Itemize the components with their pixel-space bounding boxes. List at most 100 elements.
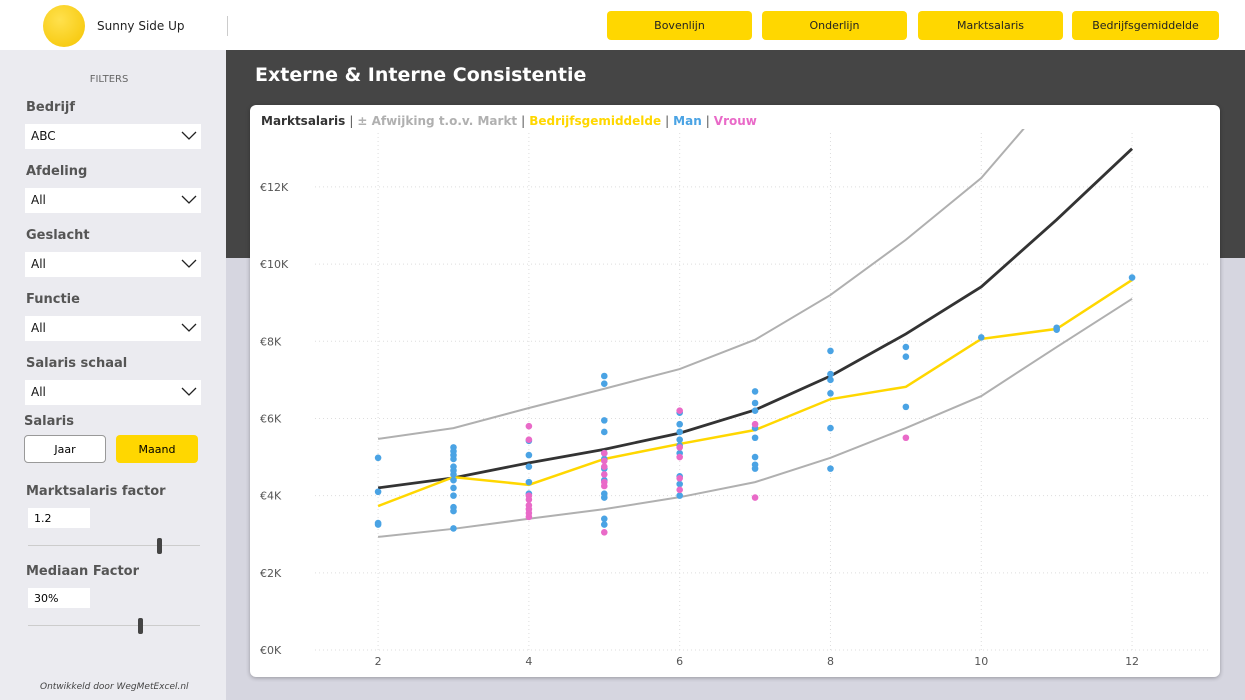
scatter-point [902,403,910,411]
scatter-point [827,465,834,472]
chart: €0K €2K €4K €6K €8K €10K €12K 2 4 6 8 10 12 [260,129,1210,668]
scatter-point [676,474,683,482]
scatter-point [600,372,608,380]
scatter-point [751,453,759,461]
scatter-point [374,488,382,496]
page-title: Externe & Interne Consistentie [255,64,587,86]
dropdown[interactable]: All [25,316,201,341]
slider-thumb[interactable] [157,538,162,554]
scatter-point [827,370,834,378]
scatter-point [525,478,533,486]
filter-label: Functie [26,292,80,307]
legend-separator: | [665,114,670,128]
input-box[interactable]: 30% [28,588,90,608]
legend-entry: Marktsalaris [261,114,346,128]
scatter-point [751,420,759,428]
legend: Marktsalaris | ± Afwijking t.o.v. Markt | Be… [261,114,757,128]
scatter-point [600,380,608,388]
scatter-point [600,417,608,424]
series-line [377,129,1025,440]
scatter-point [450,476,457,484]
toggle-button[interactable]: Jaar [24,435,106,463]
scatter-point [676,444,683,451]
scatter-point [1128,274,1136,281]
scatter-point [902,343,910,351]
x-tick-label: 2 [375,655,382,668]
scatter-point [525,496,533,503]
scatter-point [751,399,759,407]
scatter-point [600,494,608,501]
nav-button[interactable]: Bovenlijn [607,11,752,40]
dropdown[interactable]: All [25,380,201,405]
legend-separator: | [705,114,710,128]
filter-label: Bedrijf [26,100,76,115]
scatter-point [525,451,533,459]
x-tick-label: 12 [1125,655,1139,668]
scatter-point [977,334,985,341]
y-tick-label: €2K [260,567,282,580]
filter-label: Geslacht [26,228,90,243]
chevron [181,131,197,140]
scatter-point [600,515,608,523]
legend-entry: ± Afwijking t.o.v. Markt [357,114,518,128]
y-tick-label: €4K [260,490,282,503]
scatter-point [450,525,457,532]
legend-separator: | [349,114,354,128]
salaris-label: Salaris [24,414,74,429]
legend-entry: Bedrijfsgemiddelde [529,114,662,128]
chart-card: Marktsalaris | ± Afwijking t.o.v. Markt | Be… [250,105,1220,677]
dropdown[interactable]: All [25,188,201,213]
scatter-point [374,521,382,528]
scatter-point [525,463,533,470]
chevron [181,195,197,204]
slider-thumb[interactable] [138,618,143,634]
dropdown-value: All [31,193,46,207]
scatter-point [374,454,382,462]
y-tick-label: €10K [260,258,289,271]
nav-button[interactable]: Onderlijn [762,11,907,40]
scatter-point [600,463,608,470]
top-bar: Sunny Side Up Bovenlijn Onderlijn Markts… [0,0,1245,50]
scatter-point [525,436,533,443]
scatter-point [751,434,759,442]
scatter-point [600,449,608,457]
scatter-point [676,436,683,443]
nav-button[interactable]: Bedrijfsgemiddelde [1072,11,1219,40]
scatter-point [827,376,834,384]
footer: Ontwikkeld door WegMetExcel.nl [40,682,189,692]
dropdown[interactable]: ABC [25,124,201,149]
y-tick-label: €12K [260,181,289,194]
scatter-point [676,480,683,488]
nav-button[interactable]: Marktsalaris [918,11,1063,40]
scatter-point [827,347,834,355]
x-tick-label: 10 [974,655,988,668]
filter-label: Salaris schaal [26,356,128,371]
scatter-point [827,424,834,432]
brand: Sunny Side Up [97,19,185,33]
y-tick-label: €0K [260,644,282,657]
scatter-point [902,353,910,360]
scatter-point [600,521,608,528]
scatter-point [676,492,683,499]
scatter-point [600,528,608,536]
legend-separator: | [521,114,526,128]
scatter-point [450,471,457,478]
scatter-point [525,422,533,430]
dropdown[interactable]: All [25,252,201,277]
legend-entry: Vrouw [713,114,757,128]
input-label: Mediaan Factor [26,564,139,579]
scatter-point [751,494,759,501]
input-box[interactable]: 1.2 [28,508,90,528]
scatter-point [676,486,683,494]
dropdown-value: All [31,385,46,399]
dropdown-value: All [31,257,46,271]
toggle-button[interactable]: Maand [116,435,198,463]
slider-track [28,625,200,626]
legend-entry: Man [673,114,702,128]
dropdown-value: All [31,321,46,335]
plot-area [374,129,1136,538]
filter-label: Afdeling [26,164,88,179]
scatter-point [751,407,759,415]
scatter-point [450,455,457,463]
scatter-point [450,492,457,499]
